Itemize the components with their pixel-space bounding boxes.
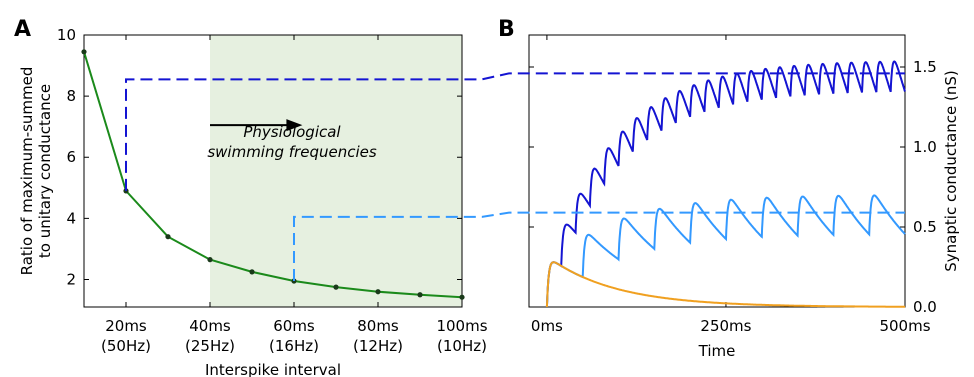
b-y-tick-label: 1.5 — [913, 58, 937, 76]
dashed-connectors — [125, 72, 905, 282]
a-y-tick-label: 4 — [66, 209, 76, 227]
panel-a-frame — [83, 34, 463, 308]
a-x-tick-label: 80ms — [357, 317, 399, 335]
ratio-point — [207, 257, 213, 263]
conductance-traces — [545, 60, 906, 308]
conductance-trace — [545, 261, 905, 308]
panel-b-frame — [528, 34, 906, 308]
physiological-range-shading — [210, 35, 462, 307]
annotation-line-1: Physiological — [243, 123, 341, 141]
conductance-trace — [545, 194, 906, 308]
a-x-tick-label: 20ms — [105, 317, 147, 335]
frequency-arrow-head — [286, 119, 303, 132]
b-x-tick-label: 500ms — [879, 317, 930, 335]
a-x-tick-sublabel: (12Hz) — [353, 337, 403, 355]
panel-a-y-axis-label-line-2: to unitary conductance — [36, 84, 54, 258]
panel-a-ticks: 20ms (50Hz) 40ms (25Hz) 60ms (16Hz) 80ms (12Hz)… — [57, 26, 488, 355]
panel-b-label: B — [498, 17, 515, 42]
b-x-tick-label: 0ms — [531, 317, 563, 335]
b-y-tick-label: 0.0 — [913, 298, 937, 316]
a-x-tick-label: 100ms — [436, 317, 487, 335]
conductance-trace — [545, 60, 906, 308]
panel-a-label: A — [14, 17, 31, 42]
panel-a-y-axis-label-line-1: Ratio of maximum-summed — [18, 67, 36, 276]
a-y-tick-label: 8 — [66, 87, 76, 105]
dashed-connector — [293, 211, 905, 282]
b-y-tick-label: 0.5 — [913, 218, 937, 236]
ratio-point — [165, 234, 171, 240]
b-y-tick-label: 1.0 — [913, 138, 937, 156]
panel-b-x-axis-label: Time — [698, 342, 736, 360]
ratio-curve — [83, 51, 463, 299]
a-y-tick-label: 2 — [66, 270, 76, 288]
ratio-point — [417, 292, 423, 298]
a-x-tick-label: 60ms — [273, 317, 315, 335]
a-y-tick-label: 6 — [66, 148, 76, 166]
ratio-point — [459, 294, 465, 300]
ratio-point — [375, 289, 381, 295]
panel-a-x-axis-label: Interspike interval — [205, 361, 341, 377]
a-x-tick-sublabel: (50Hz) — [101, 337, 151, 355]
a-x-tick-sublabel: (10Hz) — [437, 337, 487, 355]
a-x-tick-sublabel: (25Hz) — [185, 337, 235, 355]
annotation-line-2: swimming frequencies — [207, 143, 377, 161]
dashed-connector — [125, 72, 905, 191]
panel-a: 20ms (50Hz) 40ms (25Hz) 60ms (16Hz) 80ms (12Hz)… — [14, 17, 488, 377]
b-x-tick-label: 250ms — [700, 317, 751, 335]
ratio-point — [333, 284, 339, 290]
a-x-tick-label: 40ms — [189, 317, 231, 335]
ratio-point — [81, 49, 87, 55]
panel-b-y-axis-label: Synaptic conductance (nS) — [942, 70, 960, 271]
a-y-tick-label: 10 — [57, 26, 76, 44]
ratio-point — [249, 269, 255, 275]
a-x-tick-sublabel: (16Hz) — [269, 337, 319, 355]
